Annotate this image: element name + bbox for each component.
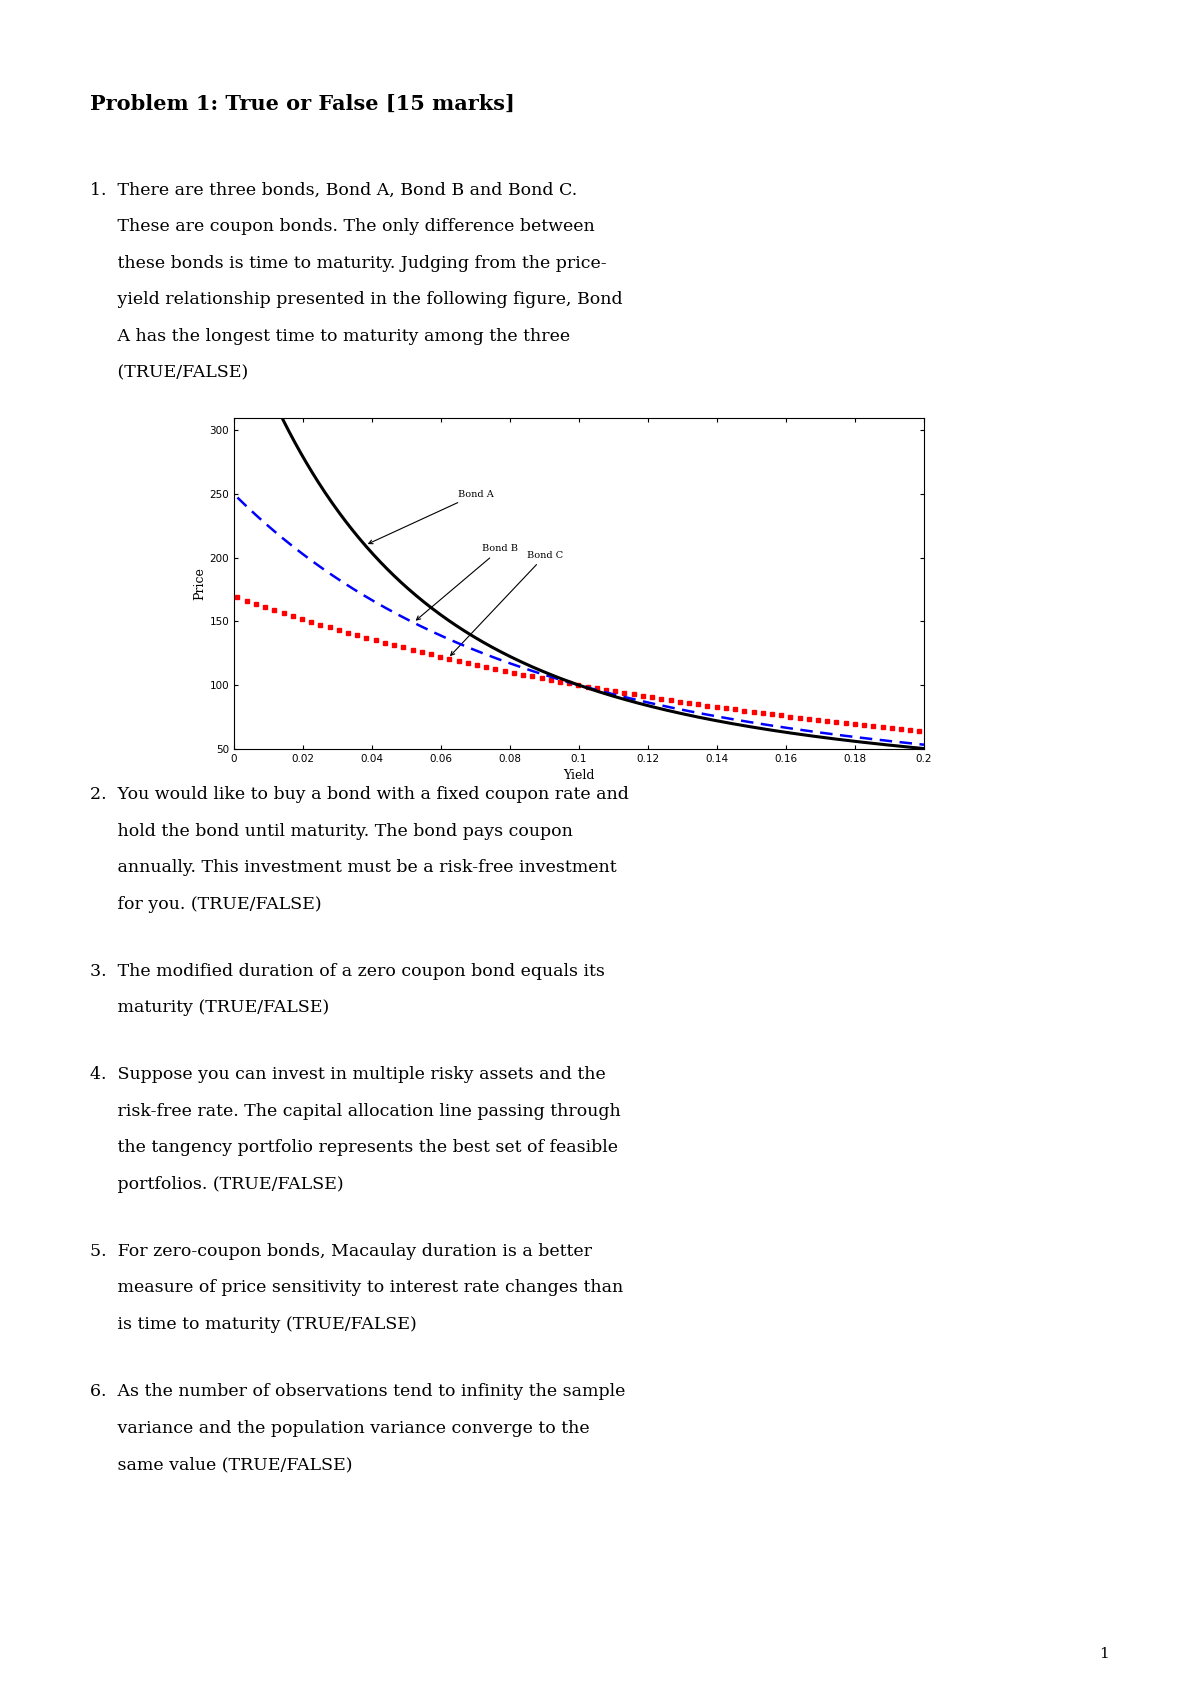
Text: these bonds is time to maturity. Judging from the price-: these bonds is time to maturity. Judging… bbox=[90, 255, 607, 272]
Text: hold the bond until maturity. The bond pays coupon: hold the bond until maturity. The bond p… bbox=[90, 822, 572, 841]
X-axis label: Yield: Yield bbox=[563, 769, 595, 783]
Text: annually. This investment must be a risk-free investment: annually. This investment must be a risk… bbox=[90, 859, 617, 876]
Text: 1.  There are three bonds, Bond A, Bond B and Bond C.: 1. There are three bonds, Bond A, Bond B… bbox=[90, 182, 577, 199]
Text: A has the longest time to maturity among the three: A has the longest time to maturity among… bbox=[90, 328, 570, 345]
Text: is time to maturity (TRUE/FALSE): is time to maturity (TRUE/FALSE) bbox=[90, 1316, 416, 1333]
Text: (TRUE/FALSE): (TRUE/FALSE) bbox=[90, 363, 248, 382]
Text: 3.  The modified duration of a zero coupon bond equals its: 3. The modified duration of a zero coupo… bbox=[90, 963, 605, 980]
Text: Bond B: Bond B bbox=[416, 545, 518, 620]
Text: maturity (TRUE/FALSE): maturity (TRUE/FALSE) bbox=[90, 998, 329, 1017]
Text: Bond C: Bond C bbox=[451, 550, 563, 655]
Text: 4.  Suppose you can invest in multiple risky assets and the: 4. Suppose you can invest in multiple ri… bbox=[90, 1066, 606, 1083]
Text: 2.  You would like to buy a bond with a fixed coupon rate and: 2. You would like to buy a bond with a f… bbox=[90, 786, 629, 803]
Text: the tangency portfolio represents the best set of feasible: the tangency portfolio represents the be… bbox=[90, 1139, 618, 1156]
Text: same value (TRUE/FALSE): same value (TRUE/FALSE) bbox=[90, 1455, 353, 1474]
Text: for you. (TRUE/FALSE): for you. (TRUE/FALSE) bbox=[90, 895, 322, 914]
Text: portfolios. (TRUE/FALSE): portfolios. (TRUE/FALSE) bbox=[90, 1175, 343, 1194]
Text: These are coupon bonds. The only difference between: These are coupon bonds. The only differe… bbox=[90, 219, 595, 236]
Text: risk-free rate. The capital allocation line passing through: risk-free rate. The capital allocation l… bbox=[90, 1104, 620, 1121]
Text: yield relationship presented in the following figure, Bond: yield relationship presented in the foll… bbox=[90, 292, 623, 309]
Text: variance and the population variance converge to the: variance and the population variance con… bbox=[90, 1420, 589, 1437]
Text: 1: 1 bbox=[1099, 1647, 1109, 1661]
Text: measure of price sensitivity to interest rate changes than: measure of price sensitivity to interest… bbox=[90, 1280, 623, 1297]
Text: 5.  For zero-coupon bonds, Macaulay duration is a better: 5. For zero-coupon bonds, Macaulay durat… bbox=[90, 1243, 592, 1260]
Text: 6.  As the number of observations tend to infinity the sample: 6. As the number of observations tend to… bbox=[90, 1382, 625, 1401]
Y-axis label: Price: Price bbox=[193, 567, 206, 599]
Text: Bond A: Bond A bbox=[368, 489, 494, 543]
Text: Problem 1: True or False [15 marks]: Problem 1: True or False [15 marks] bbox=[90, 93, 515, 114]
